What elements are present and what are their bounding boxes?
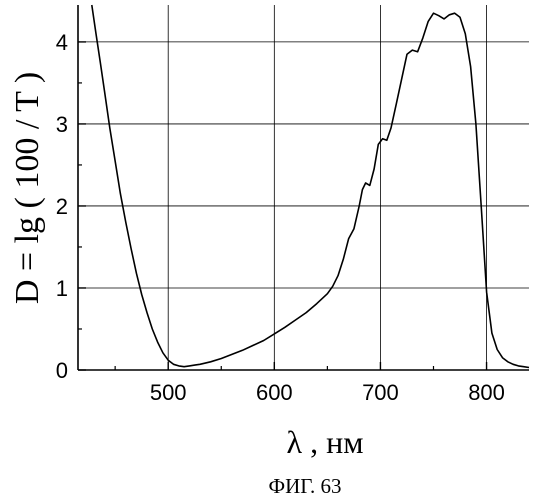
y-tick-label: 3 [56,112,68,137]
series-layer [91,4,530,369]
x-axis-title: λ , нм [287,424,364,460]
x-tick-label: 500 [150,380,187,405]
y-tick-label: 2 [56,194,68,219]
x-tick-labels: 500 600 700 800 [150,380,505,405]
y-tick-label: 4 [56,30,68,55]
y-tick-label: 1 [56,276,68,301]
plot-axes [77,5,529,371]
figure-caption: ФИГ. 63 [268,474,341,498]
x-tick-label: 800 [468,380,505,405]
y-tick-labels: 0 1 2 3 4 [56,30,68,383]
absorbance-curve [91,4,530,369]
grid-lines [78,5,529,370]
y-tick-label: 0 [56,358,68,383]
x-tick-label: 700 [362,380,399,405]
y-axis-title: D = lg ( 100 / T ) [9,72,46,304]
x-tick-label: 600 [256,380,293,405]
